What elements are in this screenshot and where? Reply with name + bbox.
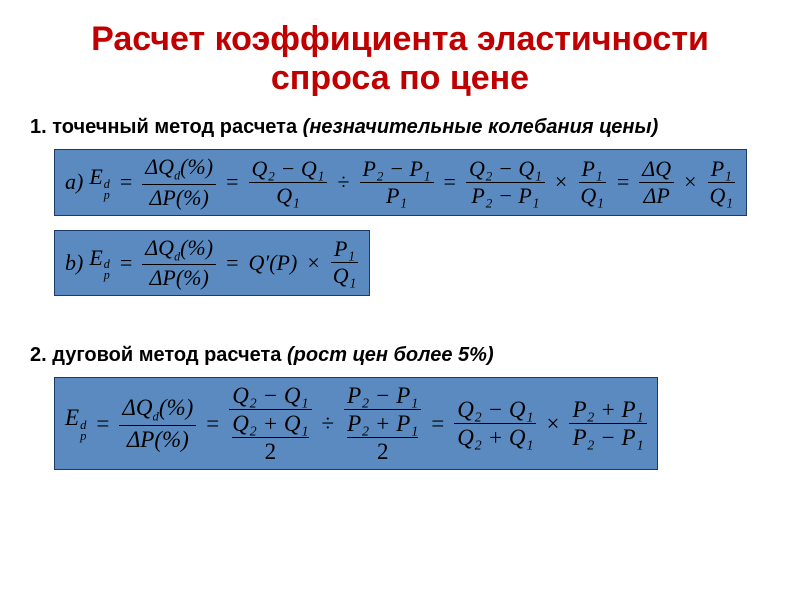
times-sign: × <box>551 169 571 195</box>
formula-b-qprime: Q′(P) <box>249 250 298 276</box>
formula-c-frac5: P₂ + P₁ P₂ − P₁ <box>569 398 646 449</box>
formula-a-prefix: a) <box>65 169 83 195</box>
section2-bold: дуговой метод расчета <box>52 344 281 366</box>
eq-sign: = <box>116 169 136 195</box>
formula-c-frac2: Q₂ − Q₁ Q₂ + Q₁ 2 <box>229 384 311 463</box>
eq-sign: = <box>427 411 448 437</box>
section1-bold: точечный метод расчета <box>52 116 297 138</box>
formula-a-frac3: P₂ − P₁ P₁ <box>360 158 434 207</box>
section2-italic: (рост цен более 5%) <box>287 344 494 366</box>
formula-a-box: a) Edp = ΔQd(%) ΔP(%) = Q₂ − Q₁ Q₁ ÷ P₂ … <box>54 149 747 215</box>
formula-a-frac2: Q₂ − Q₁ Q₁ <box>249 158 328 207</box>
formula-b-lhs: Edp <box>89 245 110 281</box>
section2-number: 2. <box>30 344 47 366</box>
eq-sign: = <box>116 250 136 276</box>
formula-b-frac2: P₁ Q₁ <box>330 238 360 287</box>
times-sign: × <box>680 169 700 195</box>
formula-c-frac1: ΔQd(%) ΔP(%) <box>119 396 196 451</box>
section1-heading: 1. точечный метод расчета (незначительны… <box>30 116 770 139</box>
divide-sign: ÷ <box>318 411 339 437</box>
formula-c-lhs: Edp <box>65 405 86 443</box>
section2-heading: 2. дуговой метод расчета (рост цен более… <box>30 344 770 367</box>
section1-number: 1. <box>30 116 47 138</box>
formula-c-box: Edp = ΔQd(%) ΔP(%) = Q₂ − Q₁ Q₂ + Q₁ 2 ÷… <box>54 377 658 470</box>
formula-c-frac4: Q₂ − Q₁ Q₂ + Q₁ <box>454 398 536 449</box>
formula-a-frac5: P₁ Q₁ <box>577 158 607 207</box>
times-sign: × <box>303 250 323 276</box>
formula-c-frac3: P₂ − P₁ P₂ + P₁ 2 <box>344 384 421 463</box>
formula-b-box: b) Edp = ΔQd(%) ΔP(%) = Q′(P) × P₁ Q₁ <box>54 230 370 296</box>
formula-b: b) Edp = ΔQd(%) ΔP(%) = Q′(P) × P₁ Q₁ <box>65 237 359 289</box>
formula-b-prefix: b) <box>65 250 83 276</box>
eq-sign: = <box>222 250 242 276</box>
formula-a: a) Edp = ΔQd(%) ΔP(%) = Q₂ − Q₁ Q₁ ÷ P₂ … <box>65 156 736 208</box>
eq-sign: = <box>613 169 633 195</box>
formula-a-lhs: Edp <box>89 164 110 200</box>
eq-sign: = <box>222 169 242 195</box>
formula-a-frac7: P₁ Q₁ <box>707 158 737 207</box>
formula-b-frac1: ΔQd(%) ΔP(%) <box>142 237 216 289</box>
formula-a-frac1: ΔQd(%) ΔP(%) <box>142 156 216 208</box>
formula-c: Edp = ΔQd(%) ΔP(%) = Q₂ − Q₁ Q₂ + Q₁ 2 ÷… <box>65 384 647 463</box>
formula-a-frac6: ΔQ ΔP <box>639 158 674 207</box>
eq-sign: = <box>202 411 223 437</box>
eq-sign: = <box>440 169 460 195</box>
divide-sign: ÷ <box>333 169 353 195</box>
eq-sign: = <box>92 411 113 437</box>
section1-italic: (незначительные колебания цены) <box>303 116 659 138</box>
formula-a-frac4: Q₂ − Q₁ P₂ − P₁ <box>466 158 545 207</box>
page-title: Расчет коэффициента эластичности спроса … <box>30 20 770 98</box>
times-sign: × <box>542 411 563 437</box>
